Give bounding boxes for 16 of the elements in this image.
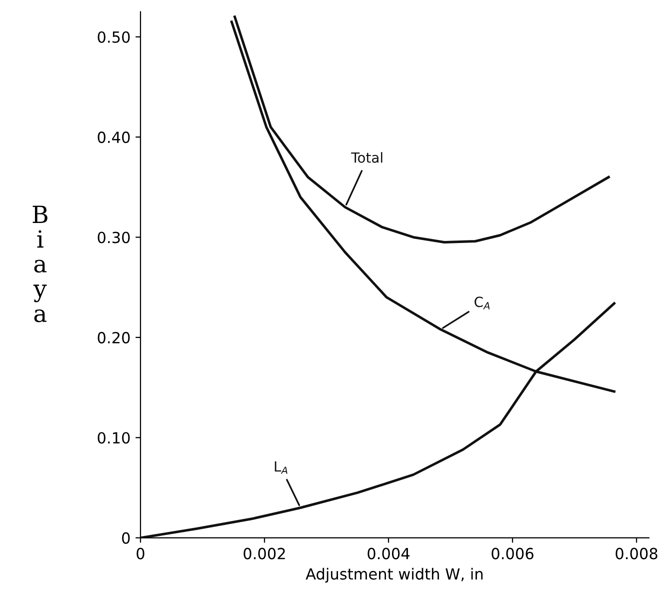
y-tick-label: 0.50	[98, 31, 130, 43]
y-tick-label: 0.20	[98, 332, 130, 344]
text: L$_{A}$	[274, 461, 288, 474]
x-tick-label: 0	[136, 548, 144, 560]
y-tick-label: 0	[122, 532, 130, 544]
x-tick-label: 0.006	[492, 548, 534, 560]
x-tick-label: 0.008	[616, 548, 658, 560]
text: C$_{A}$	[474, 296, 490, 310]
y-tick-label: 0.10	[98, 432, 130, 444]
text: Total	[351, 152, 382, 163]
y-tick-label: 0.30	[98, 232, 130, 244]
x-tick-label: 0.004	[368, 548, 410, 560]
y-axis-title: Biaya	[32, 206, 48, 322]
x-axis-title: Adjustment width W, in	[306, 568, 483, 583]
x-tick-label: 0.002	[244, 548, 285, 560]
y-tick-label: 0.40	[98, 132, 130, 144]
